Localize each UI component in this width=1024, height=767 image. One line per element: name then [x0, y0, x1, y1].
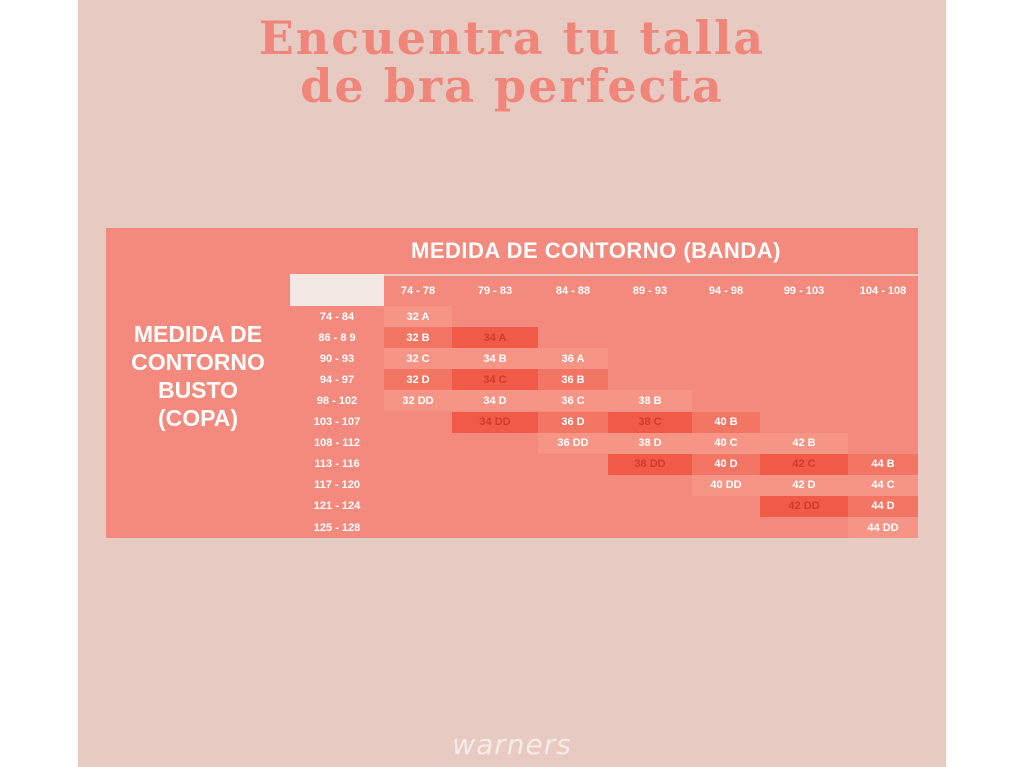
- bra-size-cell: 34 D: [452, 390, 538, 412]
- bust-range-header: 113 - 116: [290, 453, 384, 475]
- bust-heading-line: MEDIDA DE: [133, 321, 263, 347]
- bra-size-cell: 42 DD: [760, 495, 848, 517]
- brand-logo: warners: [452, 728, 572, 761]
- size-chart-poster: Encuentra tu talla de bra perfecta MEDID…: [78, 0, 946, 767]
- band-range-header: 94 - 98: [692, 274, 760, 306]
- bra-size-cell: 40 D: [692, 453, 760, 475]
- bra-size-cell: 42 D: [760, 474, 848, 496]
- bra-size-cell: 44 B: [848, 453, 918, 475]
- bust-range-header: 108 - 112: [290, 432, 384, 454]
- band-range-header: 79 - 83: [452, 274, 538, 306]
- bra-size-cell: 38 D: [608, 432, 692, 454]
- bust-range-header: 121 - 124: [290, 495, 384, 517]
- bra-size-cell: 34 A: [452, 327, 538, 349]
- bra-size-cell: 38 DD: [608, 453, 692, 475]
- bust-range-header: 90 - 93: [290, 348, 384, 370]
- bust-heading-line: BUSTO: [157, 377, 239, 403]
- bra-size-cell: 36 A: [538, 348, 608, 370]
- bra-size-cell: 42 B: [760, 432, 848, 454]
- bra-size-cell: 34 DD: [452, 411, 538, 433]
- bra-size-cell: 40 C: [692, 432, 760, 454]
- bra-size-cell: 32 A: [384, 306, 452, 328]
- title-line-1: Encuentra tu talla: [258, 11, 766, 65]
- bra-size-cell: 34 B: [452, 348, 538, 370]
- header-corner: [290, 274, 384, 306]
- bust-range-header: 94 - 97: [290, 369, 384, 391]
- band-range-header: 99 - 103: [760, 274, 848, 306]
- bra-size-cell: 36 C: [538, 390, 608, 412]
- bra-size-cell: 44 DD: [848, 517, 918, 539]
- band-range-header: 84 - 88: [538, 274, 608, 306]
- bra-size-cell: 38 C: [608, 411, 692, 433]
- bust-range-header: 98 - 102: [290, 390, 384, 412]
- bra-size-cell: 38 B: [608, 390, 692, 412]
- bust-range-header: 86 - 8 9: [290, 327, 384, 349]
- band-range-header: 104 - 108: [848, 274, 918, 306]
- band-range-header: 89 - 93: [608, 274, 692, 306]
- bra-size-cell: 42 C: [760, 453, 848, 475]
- bra-size-cell: 32 C: [384, 348, 452, 370]
- bra-size-cell: 36 DD: [538, 432, 608, 454]
- page-title: Encuentra tu talla de bra perfecta: [78, 14, 946, 110]
- bra-size-cell: 32 DD: [384, 390, 452, 412]
- bust-heading-line: CONTORNO: [131, 349, 265, 375]
- bra-size-cell: 36 D: [538, 411, 608, 433]
- bust-heading-line: (COPA): [157, 405, 239, 431]
- bust-range-header: 125 - 128: [290, 517, 384, 539]
- bra-size-cell: 40 B: [692, 411, 760, 433]
- band-range-header: 74 - 78: [384, 274, 452, 306]
- bust-measure-heading: MEDIDA DE CONTORNO BUSTO (COPA): [106, 320, 290, 432]
- bra-size-cell: 32 B: [384, 327, 452, 349]
- bra-size-cell: 40 DD: [692, 474, 760, 496]
- bra-size-cell: 34 C: [452, 369, 538, 391]
- bra-size-cell: 44 C: [848, 474, 918, 496]
- bust-range-header: 103 - 107: [290, 411, 384, 433]
- bust-range-header: 74 - 84: [290, 306, 384, 328]
- title-line-2: de bra perfecta: [300, 59, 724, 113]
- bra-size-cell: 36 B: [538, 369, 608, 391]
- bra-size-cell: 32 D: [384, 369, 452, 391]
- band-measure-heading: MEDIDA DE CONTORNO (BANDA): [411, 238, 781, 263]
- bra-size-cell: 44 D: [848, 495, 918, 517]
- bust-range-header: 117 - 120: [290, 474, 384, 496]
